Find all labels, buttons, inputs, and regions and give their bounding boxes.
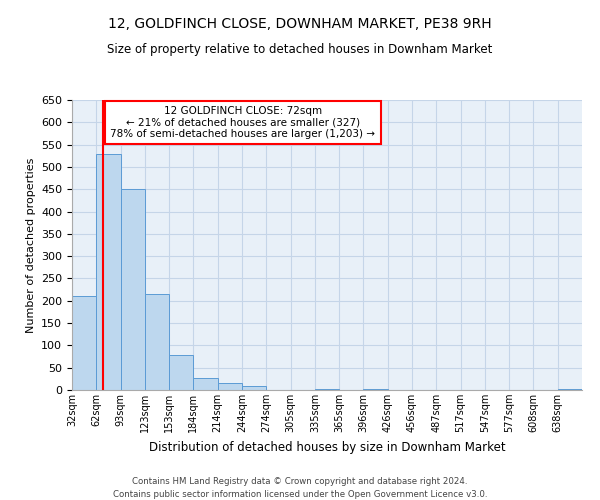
Bar: [364, 389, 388, 390]
Bar: [72, 296, 96, 390]
Bar: [121, 189, 145, 390]
Text: 12 GOLDFINCH CLOSE: 72sqm
← 21% of detached houses are smaller (327)
78% of semi: 12 GOLDFINCH CLOSE: 72sqm ← 21% of detac…: [110, 106, 376, 139]
Bar: [169, 355, 193, 390]
Bar: [96, 154, 121, 390]
Bar: [193, 378, 218, 390]
Bar: [145, 294, 169, 390]
Text: Size of property relative to detached houses in Downham Market: Size of property relative to detached ho…: [107, 42, 493, 56]
X-axis label: Distribution of detached houses by size in Downham Market: Distribution of detached houses by size …: [149, 440, 505, 454]
Bar: [218, 384, 242, 390]
Bar: [558, 389, 582, 390]
Y-axis label: Number of detached properties: Number of detached properties: [26, 158, 35, 332]
Text: 12, GOLDFINCH CLOSE, DOWNHAM MARKET, PE38 9RH: 12, GOLDFINCH CLOSE, DOWNHAM MARKET, PE3…: [108, 18, 492, 32]
Text: Contains public sector information licensed under the Open Government Licence v3: Contains public sector information licen…: [113, 490, 487, 499]
Bar: [242, 386, 266, 390]
Bar: [315, 388, 339, 390]
Text: Contains HM Land Registry data © Crown copyright and database right 2024.: Contains HM Land Registry data © Crown c…: [132, 478, 468, 486]
